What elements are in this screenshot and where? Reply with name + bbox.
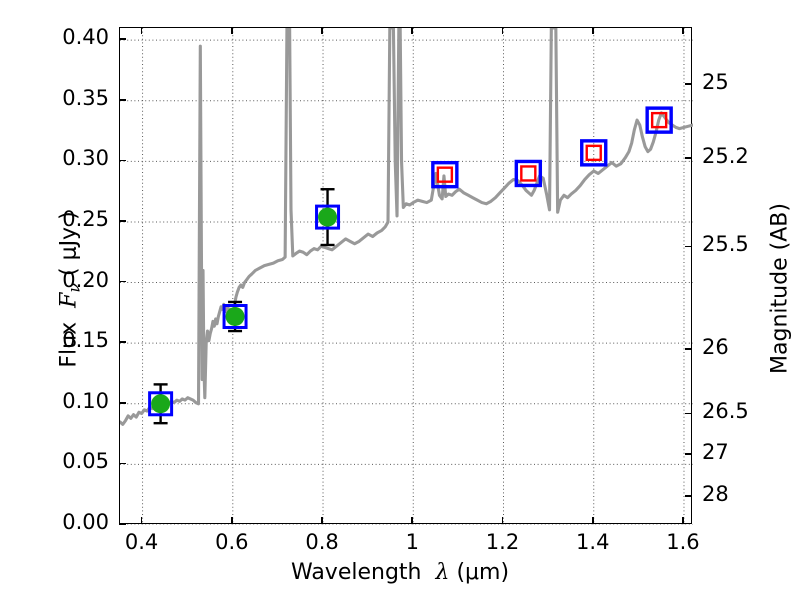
x-tick-mark-top-1 [230, 27, 233, 34]
y2-tick-mark-5 [685, 453, 692, 456]
y2-tick-label-2: 25.5 [702, 232, 749, 257]
spectrum-line [120, 28, 693, 426]
marker-square-outline [148, 391, 174, 417]
marker-circle [318, 207, 338, 227]
observed-point-1 [148, 383, 174, 425]
x-tick-label-4: 1.2 [485, 530, 520, 554]
marker-square-outer [431, 160, 459, 189]
x-tick-mark-5 [591, 517, 594, 524]
marker-circle [151, 394, 171, 414]
observed-point-3 [315, 188, 341, 247]
y2-tick-mark-0 [685, 83, 692, 85]
y2-tick-mark-1 [685, 157, 692, 159]
x-tick-mark-top-3 [411, 27, 414, 34]
y-tick-label-2: 0.10 [62, 388, 109, 413]
y-tick-mark-6 [119, 159, 126, 162]
marker-square-outline [315, 204, 341, 230]
y2-tick-label-6: 28 [702, 482, 729, 507]
x-tick-label-1: 0.6 [215, 530, 249, 554]
y-tick-mark-8 [119, 38, 126, 40]
y-tick-label-8: 0.40 [62, 25, 109, 50]
plot-area [119, 27, 693, 525]
y-tick-mark-3 [119, 341, 126, 343]
y-tick-label-4: 0.20 [62, 267, 109, 292]
x-tick-mark-1 [230, 517, 233, 524]
y2-tick-label-0: 25 [702, 69, 729, 94]
y2-tick-mark-3 [685, 348, 692, 350]
marker-square-outer [580, 139, 608, 167]
y-tick-label-1: 0.05 [62, 449, 109, 474]
y2-tick-label-4: 26.5 [702, 399, 749, 424]
x-tick-mark-top-6 [682, 27, 684, 34]
x-tick-mark-3 [411, 517, 414, 524]
y-tick-mark-2 [119, 401, 126, 404]
marker-square-inner [650, 111, 668, 129]
y2-tick-label-1: 25.2 [702, 143, 749, 168]
y2-tick-mark-2 [685, 245, 692, 248]
x-axis-title: Wavelength λ (μm) [290, 560, 510, 585]
marker-square-inner [436, 166, 454, 183]
x-axis-title-text: Wavelength [290, 560, 422, 585]
x-tick-mark-2 [321, 517, 323, 524]
model-point-4 [645, 106, 673, 134]
y2-tick-label-3: 26 [702, 334, 729, 359]
model-point-2 [514, 159, 543, 188]
x-tick-label-6: 1.6 [666, 530, 700, 554]
observed-point-2 [222, 300, 248, 333]
x-tick-mark-top-5 [591, 27, 594, 34]
marker-square-inner [520, 165, 537, 182]
y2-tick-label-5: 27 [702, 440, 729, 465]
y2-tick-mark-4 [685, 412, 692, 415]
y-tick-label-5: 0.25 [62, 206, 109, 231]
x-tick-label-3: 1 [405, 530, 419, 554]
y-tick-label-7: 0.35 [62, 85, 109, 110]
marker-square-inner [585, 144, 602, 162]
x-tick-mark-4 [501, 517, 504, 524]
x-tick-label-0: 0.4 [124, 530, 159, 554]
y2-axis-title: Magnitude (AB) [768, 29, 793, 549]
x-tick-label-2: 0.8 [305, 530, 339, 554]
model-point-1 [431, 160, 459, 189]
y2-tick-mark-6 [685, 495, 692, 498]
y-tick-label-3: 0.15 [62, 328, 109, 353]
marker-square-outer [645, 106, 673, 134]
model-point-3 [580, 139, 608, 167]
x-tick-mark-top-4 [501, 27, 504, 34]
y-tick-mark-7 [119, 98, 126, 101]
x-tick-mark-0 [140, 517, 143, 524]
plot-canvas [120, 28, 693, 525]
marker-square-outer [514, 159, 543, 188]
x-axis-unit: (μm) [456, 560, 510, 585]
x-tick-mark-top-0 [140, 27, 143, 34]
y-tick-mark-4 [119, 280, 126, 283]
y-tick-mark-1 [119, 462, 126, 465]
y-tick-mark-5 [119, 220, 126, 222]
y-tick-label-6: 0.30 [62, 146, 109, 171]
x-tick-mark-top-2 [321, 27, 323, 34]
marker-square-outline [222, 304, 248, 330]
marker-circle [225, 307, 245, 327]
y-tick-label-0: 0.00 [62, 510, 109, 534]
x-tick-mark-6 [682, 517, 684, 524]
x-tick-label-5: 1.4 [576, 530, 610, 554]
y-tick-mark-0 [119, 523, 126, 525]
